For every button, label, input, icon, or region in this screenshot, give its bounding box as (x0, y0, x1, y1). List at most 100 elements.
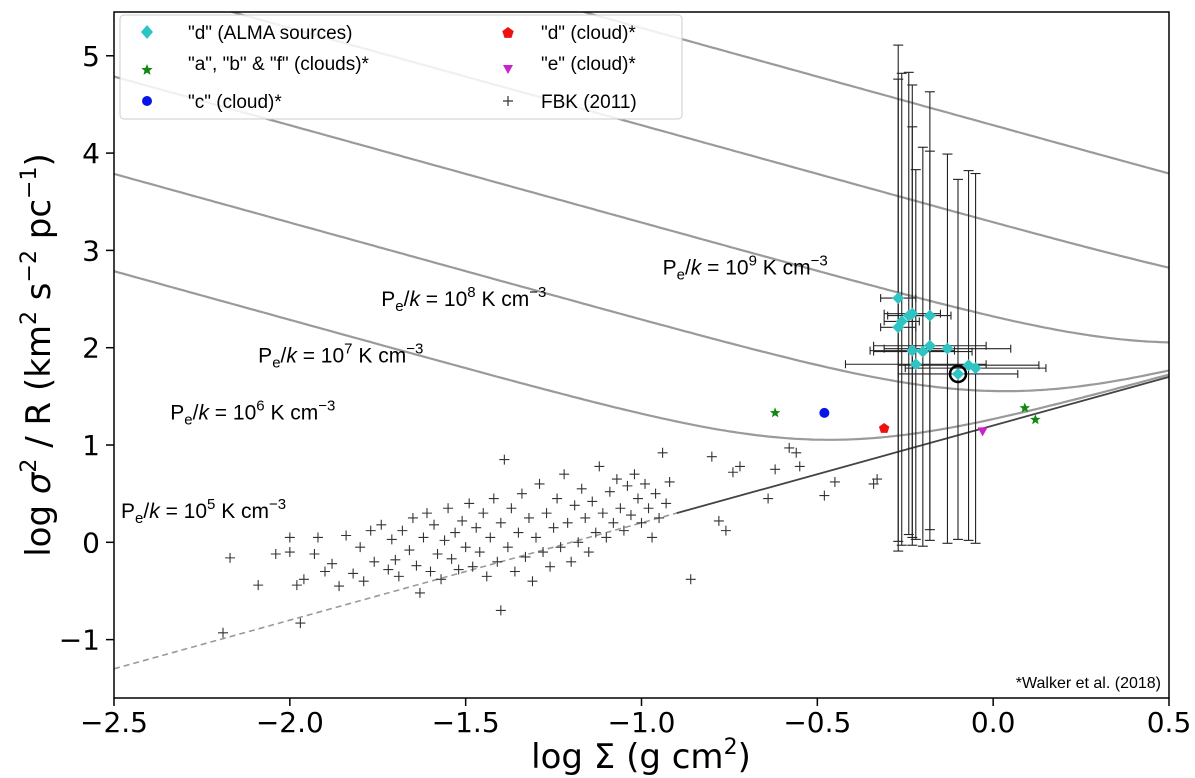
y-tick-label: 0 (82, 526, 100, 559)
label-part: k (286, 344, 298, 367)
fbk-point (576, 483, 587, 494)
fbk-point (538, 547, 549, 558)
label-part: 5 (207, 496, 215, 513)
fbk-point (580, 512, 591, 523)
fbk-point (390, 554, 401, 565)
fbk-point (541, 508, 552, 519)
label-part: P (381, 288, 395, 311)
fbk-point (411, 560, 422, 571)
x-tick-label: −0.5 (783, 706, 851, 739)
legend-box (119, 14, 683, 120)
fbk-point (794, 461, 805, 472)
fbk-point (327, 558, 338, 569)
fbk-point (429, 519, 440, 530)
fbk-point (355, 542, 366, 553)
fbk-point (527, 576, 538, 587)
fbk-point (383, 564, 394, 575)
label-part: / (143, 500, 149, 523)
label-part: k (691, 257, 703, 280)
fbk-point (397, 525, 408, 536)
fbk-point (457, 515, 468, 526)
label-part: / (193, 402, 199, 425)
pressure-curve-label: Pe/k = 107 K cm−3 (258, 340, 423, 371)
alma-error-bars (844, 44, 1047, 552)
label-part: e (272, 354, 280, 371)
label-part: = 10 (209, 402, 256, 425)
alma-point (916, 345, 929, 358)
fbk-point (685, 574, 696, 585)
label-part: k (198, 402, 210, 425)
label-part: 7 (344, 340, 352, 357)
fbk-point (566, 556, 577, 567)
fbk-point (270, 548, 281, 559)
label-part: P (258, 344, 272, 367)
fbk-point (495, 517, 506, 528)
fbk-point (291, 580, 302, 591)
fbk-point (632, 493, 643, 504)
fbk-point (509, 566, 520, 577)
fbk-point (407, 512, 418, 523)
fbk-point (829, 476, 840, 487)
triangle-down-marker-icon (503, 65, 513, 74)
label-part: K cm (265, 402, 319, 425)
fbk-point (625, 510, 636, 521)
x-axis-label: log Σ (g cm2) (531, 735, 751, 777)
fbk-point (545, 561, 556, 572)
fbk-point (225, 552, 236, 563)
fbk-point (443, 503, 454, 514)
alma-point (909, 358, 922, 371)
fbk-point (284, 547, 295, 558)
fbk-point (629, 469, 640, 480)
label-part: −3 (406, 340, 423, 357)
fbk-point (657, 447, 668, 458)
alma-point (941, 342, 954, 355)
fbk-point (594, 461, 605, 472)
fbk-point (643, 503, 654, 514)
fbk-point (404, 545, 415, 556)
alma-point (892, 292, 905, 305)
circle-marker-icon (142, 96, 152, 106)
label-part: = 10 (297, 344, 344, 367)
fbk-point (523, 512, 534, 523)
label-part: −3 (811, 253, 828, 270)
fbk-point (418, 532, 429, 543)
fbk-point (562, 517, 573, 528)
fbk-point (495, 605, 506, 616)
fbk-point (393, 571, 404, 582)
label-part: K cm (757, 257, 811, 280)
fbk-point (446, 553, 457, 564)
walker-annotation: *Walker et al. (2018) (1016, 675, 1161, 692)
fbk-point (661, 498, 672, 509)
fbk-point (819, 490, 830, 501)
fbk-point (499, 454, 510, 465)
x-axis-ticks: −2.5 −2.0 −1.5 −1.0 −0.5 0.0 0.5 (80, 698, 1191, 739)
label-part: = 10 (420, 288, 467, 311)
label-part: / (404, 288, 410, 311)
y-tick-label: −1 (59, 624, 100, 657)
c-cloud-point (819, 407, 830, 418)
abf-cloud-point (1030, 414, 1041, 425)
fbk-point (608, 517, 619, 528)
y-axis-ticks: −1 0 1 2 3 4 5 (59, 40, 114, 657)
alma-point (906, 307, 919, 320)
pentagon-marker-icon (502, 27, 514, 38)
pressure-curve-labels: Pe/k = 105 K cm−3Pe/k = 106 K cm−3Pe/k =… (121, 253, 828, 527)
label-part: e (135, 510, 143, 527)
abf-cloud-point (769, 407, 781, 418)
fbk-point (348, 568, 359, 579)
diamond-marker-icon (141, 25, 153, 39)
fbk-point (587, 496, 598, 507)
fbk-point (369, 556, 380, 567)
fbk-point (425, 566, 436, 577)
fbk-point (713, 515, 724, 526)
fbk-point (654, 512, 665, 523)
alma-point (952, 367, 964, 380)
fbk-point (601, 532, 612, 543)
fbk-point (253, 580, 264, 591)
label-part: K cm (215, 500, 269, 523)
fbk-point (481, 571, 492, 582)
pressure-curve-line (114, 172, 1169, 393)
legend-label: "d" (cloud)* (541, 23, 636, 44)
x-tick-label: −2.0 (256, 706, 324, 739)
